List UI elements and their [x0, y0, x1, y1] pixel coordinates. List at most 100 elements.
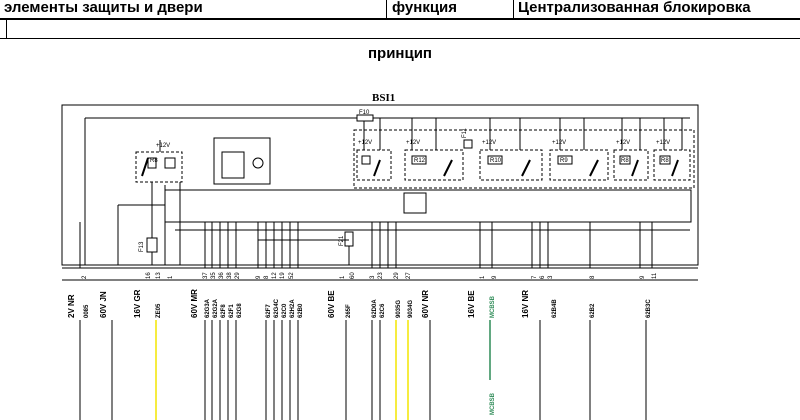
wire-code: 62H2A [290, 299, 296, 318]
pin-number: 12 [272, 272, 278, 279]
relay-label: R12 [414, 158, 426, 164]
relay-label: R8 [150, 158, 158, 164]
relay-label: R8 [661, 158, 669, 164]
header-divider [6, 18, 7, 38]
wire-code: 62G8 [237, 303, 243, 318]
chip-icon [221, 151, 245, 179]
pin-number: 52 [289, 272, 295, 279]
pin-number: 8 [264, 275, 270, 279]
header-cell-elements: элементы защиты и двери [4, 0, 203, 16]
connector-label: 16V BE [467, 290, 476, 318]
pin-number: 60 [350, 272, 356, 279]
supply-label: +12V [406, 140, 420, 146]
wire-code: 62D0A [372, 299, 378, 318]
wire-code: 62B3C [646, 299, 652, 318]
connector-label: 60V MR [190, 289, 199, 318]
wire-code: 62C0 [282, 303, 288, 318]
relay-bus-box [164, 189, 692, 223]
connector-label: 60V JN [99, 291, 108, 318]
pin-number: 8 [590, 275, 596, 279]
relay-group-r8 [135, 151, 183, 183]
wire-code: 62B0 [298, 303, 304, 318]
diagram-subtitle: принцип [367, 45, 432, 62]
pin-number: 7 [532, 275, 538, 279]
pin-number: 16 [146, 272, 152, 279]
header-empty-row [0, 18, 800, 39]
relay-group-r12 [404, 149, 464, 181]
wire-code: 265F [346, 304, 352, 318]
fuse-label: F21 [339, 235, 345, 246]
supply-label: +12V [656, 140, 670, 146]
fuse-f10 [356, 114, 374, 122]
pin-number: 2 [82, 275, 88, 279]
header-cell-function: функция [392, 0, 458, 16]
connector-label: 16V NR [521, 290, 530, 318]
wire-code: 62G3A [205, 298, 211, 318]
pin-number: 29 [235, 272, 241, 279]
pin-number: 38 [227, 272, 233, 279]
pin-number: 29 [394, 272, 400, 279]
pin-number: 9 [492, 275, 498, 279]
fuse-label: F11 [462, 127, 468, 138]
wire-code: 62G2A [213, 298, 219, 318]
wire-code: 62G4C [274, 298, 280, 318]
pin-number: 3 [548, 275, 554, 279]
relay-cluster [353, 129, 695, 189]
pin-number: 9 [640, 275, 646, 279]
pin-number: 35 [211, 272, 217, 279]
supply-label: +12V [156, 143, 170, 149]
wire-code: 62B4B [552, 299, 558, 318]
pin-number: 1 [480, 275, 486, 279]
relay-group-r8c [653, 149, 691, 181]
wire-code: 62F8 [221, 304, 227, 318]
header-divider [513, 0, 514, 18]
wire-code: 9035G [396, 300, 402, 318]
pin-number: 3 [370, 275, 376, 279]
connector-label: 60V NR [421, 290, 430, 318]
timer-module [213, 137, 271, 185]
supply-label: +12V [482, 140, 496, 146]
pin-number: 36 [219, 272, 225, 279]
sensor-icon [252, 157, 264, 169]
fuse-f21 [344, 231, 354, 247]
relay-label: R10 [490, 158, 502, 164]
connector-label: 16V GR [133, 289, 142, 318]
chip-icon [403, 192, 427, 214]
connector-label: 2V NR [67, 294, 76, 318]
wire-code: 62B2 [590, 303, 596, 318]
pin-number: 1 [340, 275, 346, 279]
relay-group-r10 [479, 149, 543, 181]
header-cell-locking: Централизованная блокировка [518, 0, 751, 16]
header-divider [386, 0, 387, 18]
fuse-label: F13 [139, 241, 145, 252]
fuse-label: F10 [359, 110, 370, 116]
fuse-f11 [463, 139, 473, 149]
wire-code-lower: MCBSB [490, 392, 496, 415]
relay-group-r11 [356, 149, 392, 181]
connector-label: 60V BE [327, 290, 336, 318]
wire-code: ZE05 [156, 303, 162, 318]
module-title: BSI1 [372, 92, 395, 104]
relay-label: R8 [621, 158, 629, 164]
relay-group-r8b [613, 149, 649, 181]
supply-label: +12V [552, 140, 566, 146]
pin-number: 6 [540, 275, 546, 279]
pin-number: 11 [652, 272, 658, 279]
pin-number: 23 [378, 272, 384, 279]
wire-code: 62C6 [380, 303, 386, 318]
wire-code: 62F1 [229, 304, 235, 318]
relay-label: R9 [560, 158, 568, 164]
pin-number: 13 [156, 272, 162, 279]
wire-code: 0085 [84, 304, 90, 318]
pin-number: 1 [168, 275, 174, 279]
pin-number: 37 [203, 272, 209, 279]
wire-code: 9034G [408, 300, 414, 318]
pin-number: 27 [406, 272, 412, 279]
relay-group-r9 [549, 149, 609, 181]
supply-label: +12V [616, 140, 630, 146]
header-table: элементы защиты и двери функция Централи… [0, 0, 800, 39]
wire-code: MCBSB [490, 295, 496, 318]
pin-number: 19 [280, 272, 286, 279]
pin-number: 9 [256, 275, 262, 279]
